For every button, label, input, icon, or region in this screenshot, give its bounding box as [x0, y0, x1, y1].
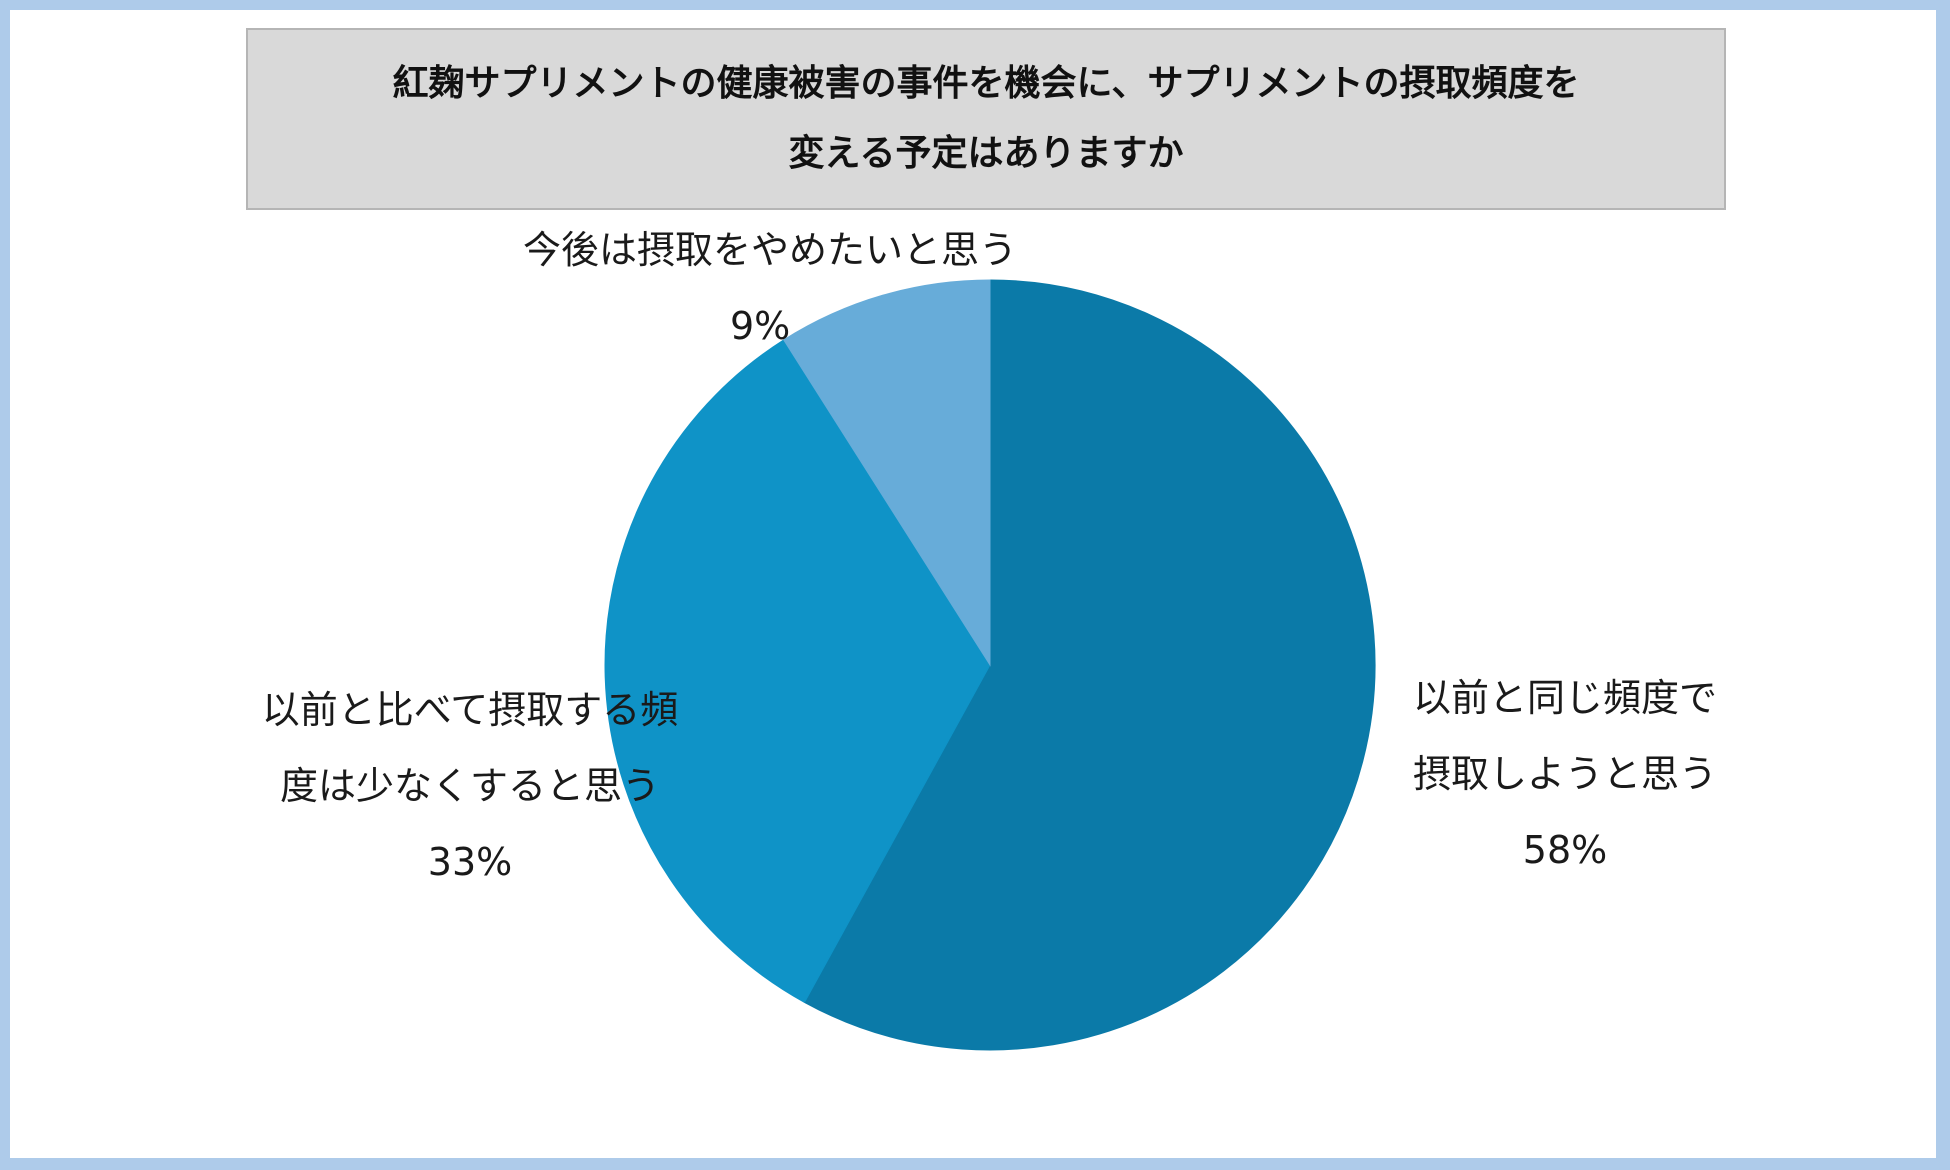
chart-title-line-2: 変える予定はありますか: [788, 133, 1184, 174]
slice-value-label: 33%: [427, 840, 513, 884]
slice-label-line: 度は少なくすると思う: [279, 764, 660, 808]
slice-label-line: 以前と同じ頻度で: [1412, 676, 1717, 720]
pie-slices: [604, 279, 1376, 1051]
chart-title: 紅麹サプリメントの健康被害の事件を機会に、サプリメントの摂取頻度を 変える予定は…: [246, 28, 1726, 210]
chart-title-line-1: 紅麹サプリメントの健康被害の事件を機会に、サプリメントの摂取頻度を: [392, 63, 1580, 104]
slice-label-quit: 今後は摂取をやめたいと思う 9%: [490, 212, 1050, 364]
pie-slice-0: [803, 279, 1376, 1051]
slice-label-line: 今後は摂取をやめたいと思う: [522, 228, 1017, 272]
slice-label-less-frequent: 以前と比べて摂取する頻 度は少なくすると思う 33%: [240, 672, 700, 900]
slice-label-same-frequency: 以前と同じ頻度で 摂取しようと思う 58%: [1365, 660, 1765, 888]
slice-value-label: 58%: [1522, 828, 1608, 872]
slice-label-line: 以前と比べて摂取する頻: [261, 688, 679, 732]
slice-label-line: 摂取しようと思う: [1412, 752, 1717, 796]
slice-value-label: 9%: [730, 304, 791, 348]
pie-slice-1: [604, 339, 991, 1004]
pie-slice-2: [783, 279, 991, 667]
